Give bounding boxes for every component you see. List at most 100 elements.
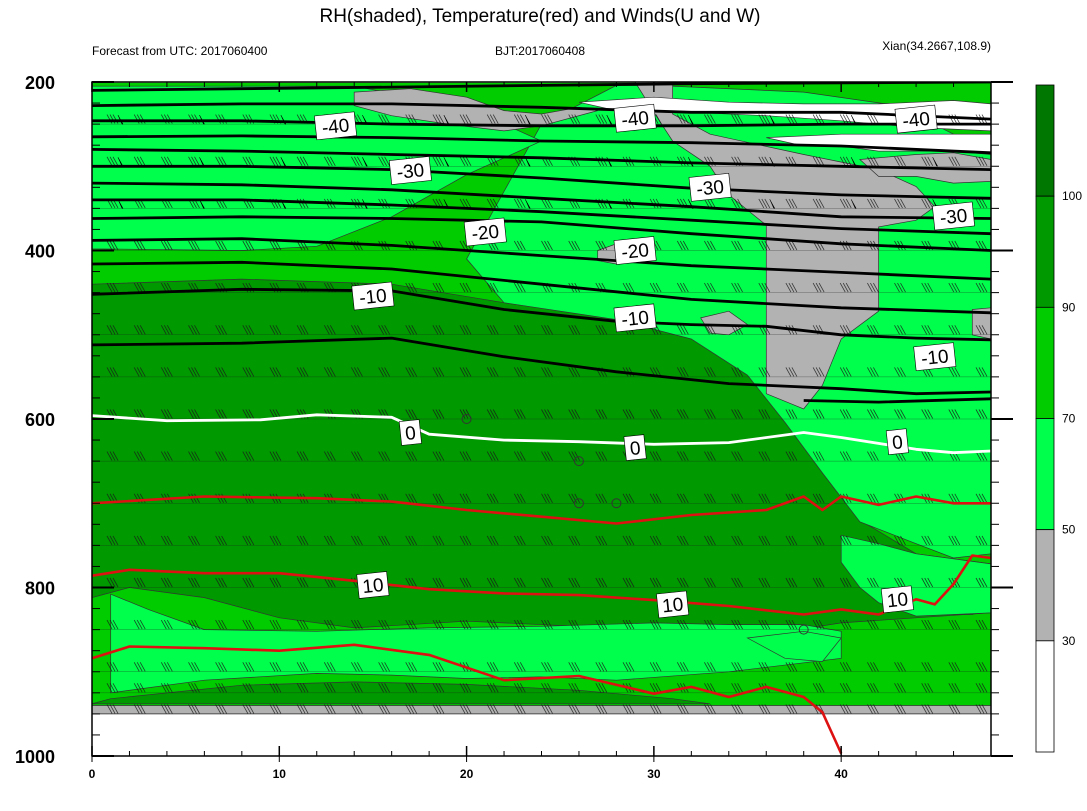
wind-barb-0-3 <box>189 73 200 82</box>
wind-barb-0-32 <box>976 73 987 82</box>
wind-barb-15-28 <box>867 683 879 693</box>
y-tick-label-4: 1000 <box>15 747 55 767</box>
wind-barb-13-21 <box>676 619 689 630</box>
wind-barb-16-19 <box>622 704 635 714</box>
wind-barb-2-1 <box>133 156 146 166</box>
wind-barb-6-2 <box>160 325 173 335</box>
rh-region-9 <box>353 88 598 132</box>
wind-barb-9-2 <box>160 451 173 461</box>
wind-barb-13-31 <box>948 619 961 630</box>
wind-barb-16-11 <box>405 704 418 714</box>
wind-barb-7-21 <box>676 367 689 377</box>
wind-barb-16-5 <box>242 704 255 714</box>
wind-barb-15-31 <box>948 683 961 693</box>
wind-barb-8-23 <box>731 409 743 419</box>
rh-region-18 <box>92 713 991 756</box>
wind-barb-2-28 <box>867 156 879 166</box>
wind-barb-5-12 <box>432 282 445 293</box>
wind-barb-0-11 <box>406 73 417 82</box>
wind-barb-1-28 <box>867 114 879 124</box>
wind-barb-13-16 <box>541 619 553 630</box>
temperature-label-12: 0 <box>623 434 647 461</box>
wind-barb-1-27 <box>839 114 852 124</box>
temperature-contour-4 <box>92 148 991 171</box>
wind-barb-1-26 <box>812 114 825 124</box>
wind-barb-7-5 <box>242 367 255 377</box>
wind-barb-1-10 <box>378 114 390 124</box>
wind-barb-15-16 <box>541 683 553 693</box>
wind-barb-2-4 <box>215 156 227 166</box>
calm-wind-circle-3 <box>611 498 622 509</box>
wind-barb-15-2 <box>160 683 173 693</box>
temperature-label-13: 0 <box>885 428 909 456</box>
wind-barb-16-29 <box>894 704 906 714</box>
wind-barb-7-25 <box>785 367 798 377</box>
wind-barb-14-15 <box>513 662 526 672</box>
temperature-label-9: -10 <box>613 303 657 333</box>
wind-barb-7-6 <box>269 367 282 377</box>
wind-barb-6-0 <box>106 325 119 335</box>
temperature-contour-5 <box>92 164 991 200</box>
wind-barb-13-8 <box>323 619 336 630</box>
wind-barb-16-24 <box>758 704 771 714</box>
wind-barb-12-16 <box>541 577 553 588</box>
temperature-label-text-9: -10 <box>621 308 651 332</box>
temperature-contour-12 <box>92 336 991 396</box>
wind-barb-5-32 <box>975 282 988 293</box>
temperature-label-text-15: 10 <box>661 594 684 617</box>
wind-barb-13-13 <box>459 619 472 630</box>
wind-barb-13-1 <box>133 619 146 630</box>
wind-barb-12-24 <box>758 577 771 588</box>
wind-barb-12-2 <box>160 577 173 588</box>
wind-barb-13-10 <box>378 619 390 630</box>
calm-wind-circle-4 <box>798 624 809 635</box>
wind-barb-9-17 <box>568 451 581 461</box>
chart-subtitle-right: Xian(34.2667,108.9) <box>882 39 991 53</box>
wind-barb-16-4 <box>215 704 227 714</box>
wind-barb-7-28 <box>867 367 879 377</box>
wind-barb-16-32 <box>975 704 988 714</box>
wind-barb-6-7 <box>296 325 309 335</box>
wind-barb-7-2 <box>160 367 173 377</box>
x-tick-label-0: 0 <box>89 767 96 781</box>
chart-subtitle-center: BJT:2017060408 <box>495 44 585 58</box>
wind-barb-14-23 <box>731 662 743 672</box>
wind-barb-7-23 <box>731 367 743 377</box>
wind-barb-14-2 <box>160 662 173 672</box>
wind-barb-14-0 <box>106 662 119 672</box>
rh-region-14 <box>971 307 991 340</box>
wind-barb-4-24 <box>758 240 771 251</box>
wind-barb-4-6 <box>269 240 282 251</box>
wind-barb-0-30 <box>922 73 933 82</box>
temperature-contour-2 <box>92 119 991 128</box>
wind-barb-12-17 <box>568 577 581 588</box>
wind-barb-10-24 <box>758 493 771 503</box>
wind-barb-14-19 <box>622 662 635 672</box>
wind-barb-4-1 <box>133 240 146 251</box>
wind-barb-14-16 <box>541 662 553 672</box>
wind-barb-16-15 <box>513 704 526 714</box>
wind-barb-10-21 <box>676 493 689 503</box>
wind-flag-0-0 <box>121 82 124 83</box>
wind-barb-5-15 <box>513 282 526 293</box>
wind-barb-5-27 <box>839 282 852 293</box>
wind-barb-5-14 <box>486 282 499 293</box>
wind-barb-2-9 <box>351 156 363 166</box>
wind-flag-0-6 <box>284 82 287 83</box>
temperature-label-15: 10 <box>656 590 690 619</box>
wind-barb-14-8 <box>323 662 336 672</box>
temperature-label-6: -20 <box>463 217 507 247</box>
wind-barb-2-0 <box>106 156 119 166</box>
wind-barb-6-13 <box>459 325 472 335</box>
temperature-label-box-1 <box>613 103 657 133</box>
wind-barb-7-10 <box>378 367 390 377</box>
wind-barb-13-29 <box>894 619 906 630</box>
wind-barb-6-11 <box>405 325 418 335</box>
wind-barb-13-5 <box>242 619 255 630</box>
wind-barb-0-31 <box>949 73 960 82</box>
x-tick-label-4: 40 <box>834 767 848 781</box>
wind-barb-16-17 <box>568 704 581 714</box>
wind-barb-13-11 <box>405 619 418 630</box>
wind-barb-15-14 <box>486 683 499 693</box>
wind-flag-1-18 <box>606 114 613 125</box>
